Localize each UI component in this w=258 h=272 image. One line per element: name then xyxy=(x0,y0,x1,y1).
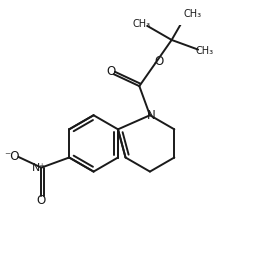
Text: O: O xyxy=(37,194,46,207)
Text: N: N xyxy=(147,109,156,122)
Text: N⁺: N⁺ xyxy=(32,163,46,173)
Text: CH₃: CH₃ xyxy=(183,9,201,19)
Text: CH₃: CH₃ xyxy=(133,19,151,29)
Text: O: O xyxy=(107,65,116,78)
Text: CH₃: CH₃ xyxy=(196,46,214,56)
Text: ⁻O: ⁻O xyxy=(5,150,20,163)
Text: O: O xyxy=(155,55,164,68)
